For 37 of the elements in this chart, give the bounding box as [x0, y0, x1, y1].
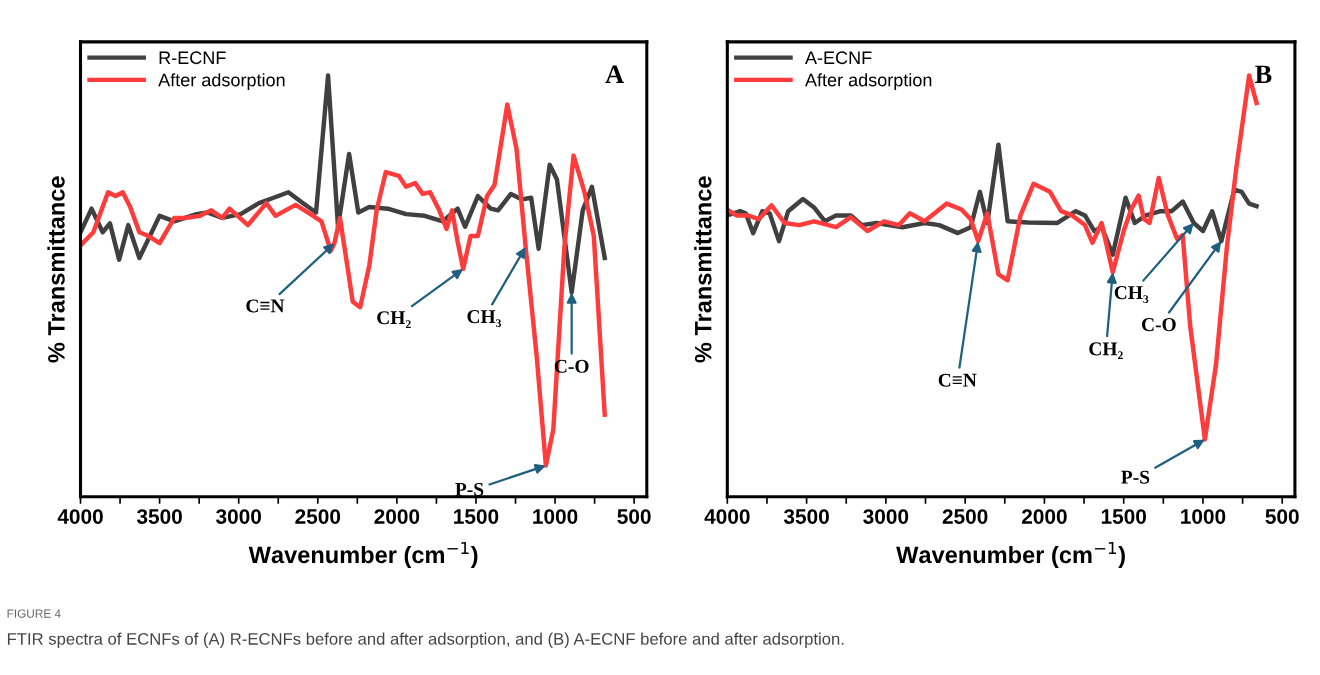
x-axis-title: Wavenumber (cm$^{−1}$) — [248, 541, 478, 568]
x-tick-label: 1000 — [533, 509, 578, 524]
annotation: C≡N — [246, 299, 285, 313]
x-tick-label: 500 — [617, 509, 651, 524]
x-tick-label: 2000 — [1021, 509, 1067, 524]
annotation: C≡N — [938, 373, 977, 387]
x-tick-label: 1500 — [454, 509, 499, 524]
x-tick-label: 2000 — [374, 509, 420, 524]
annotation: P-S — [1121, 470, 1150, 484]
x-axis-title: Wavenumber (cm$^{−1}$) — [896, 541, 1125, 568]
annotation: CH₃ — [467, 310, 502, 328]
legend-label: A-ECNF — [805, 51, 872, 65]
legend-label: After adsorption — [805, 73, 932, 90]
legend-label: After adsorption — [158, 73, 285, 90]
caption: FIGURE 4 — [7, 609, 61, 618]
x-tick-label: 3000 — [863, 509, 909, 524]
x-tick-label: 3000 — [216, 509, 262, 524]
x-tick-label: 1000 — [1181, 509, 1226, 524]
annotation: CH₃ — [1114, 286, 1149, 304]
x-tick-label: 3500 — [136, 509, 182, 524]
x-tick-label: 2500 — [295, 509, 341, 524]
x-tick-label: 3500 — [783, 509, 829, 524]
annotation: C-O — [1141, 318, 1176, 332]
legend-label: R-ECNF — [159, 51, 226, 65]
chart-title: A — [605, 65, 624, 83]
annotation: P-S — [455, 482, 484, 496]
annotation: CH₂ — [1089, 342, 1123, 360]
x-tick-label: 1500 — [1101, 509, 1147, 524]
y-axis-title: % Transmittance — [694, 176, 712, 363]
annotation: CH₂ — [377, 311, 411, 328]
x-tick-label: 4000 — [57, 509, 103, 524]
chart-title: B — [1255, 65, 1272, 83]
x-tick-label: 500 — [1265, 509, 1299, 524]
text: FTIR spectra of ECNFs of (A) R-ECNFs before and after adsorption, and (B) A-ECNF before and after adsorption. — [7, 632, 844, 649]
y-axis-title: % Transmittance — [47, 176, 65, 363]
x-tick-label: 2500 — [942, 509, 988, 524]
x-tick-label: 4000 — [704, 509, 750, 524]
